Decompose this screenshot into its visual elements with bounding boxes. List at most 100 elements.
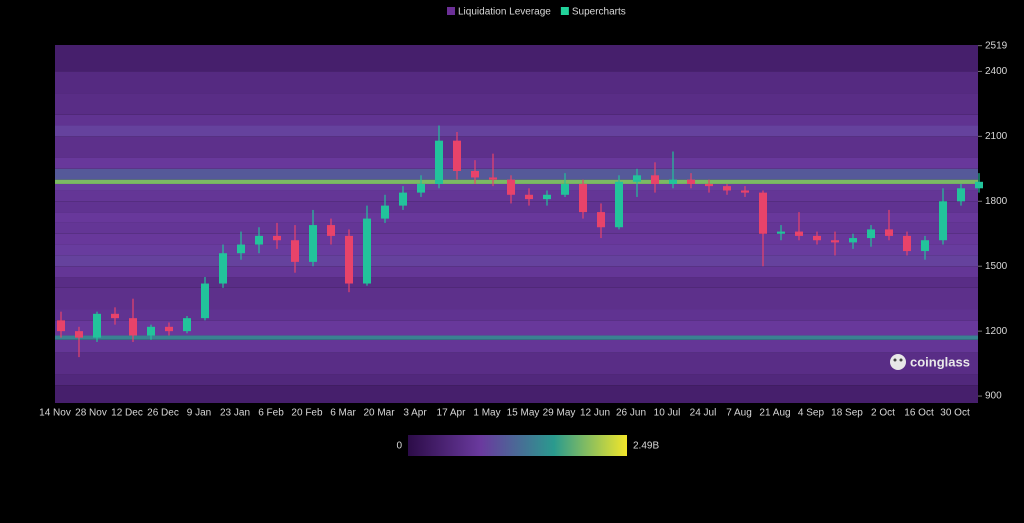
x-tick-label: 18 Sep [831, 408, 863, 419]
x-tick-label: 10 Jul [654, 408, 681, 419]
heat-band [55, 309, 978, 321]
colorbar [408, 435, 627, 456]
y-tick-label: 1500 [985, 261, 1008, 272]
heat-band [55, 157, 978, 169]
candle-body [723, 186, 731, 191]
heat-band [55, 287, 978, 310]
x-tick-label: 20 Mar [363, 408, 395, 419]
candle-body [255, 235, 263, 245]
candle-body [507, 179, 515, 195]
x-tick-label: 16 Oct [904, 408, 934, 419]
candle-body [273, 235, 281, 241]
candle-body [147, 326, 155, 336]
y-tick-label: 2100 [985, 131, 1008, 142]
x-tick-label: 4 Sep [798, 408, 825, 419]
heat-band [55, 168, 978, 180]
x-tick-label: 3 Apr [403, 408, 427, 419]
heat-band [55, 385, 978, 403]
candle-body [543, 194, 551, 200]
heat-band [55, 125, 978, 137]
candle-body [741, 190, 749, 193]
candle-body [903, 235, 911, 252]
y-tick-label: 900 [985, 391, 1002, 402]
x-tick-label: 12 Jun [580, 408, 610, 419]
x-tick-label: 15 May [507, 408, 540, 419]
candle-body [669, 179, 677, 184]
candle-body [453, 140, 461, 171]
x-tick-label: 21 Aug [759, 408, 790, 419]
candle-body [381, 205, 389, 219]
x-tick-label: 1 May [473, 408, 500, 419]
watermark: coinglass [910, 354, 970, 369]
candle-body [939, 201, 947, 241]
candle-body [975, 181, 983, 189]
x-tick-label: 14 Nov [39, 408, 71, 419]
candles [57, 125, 983, 358]
legend-label[interactable]: Liquidation Leverage [458, 7, 551, 18]
candle-body [399, 192, 407, 206]
x-tick-label: 29 May [543, 408, 576, 419]
candle-body [201, 283, 209, 319]
heat-band [55, 45, 978, 72]
candle-body [57, 320, 65, 332]
candle-body [867, 229, 875, 239]
heat-band [55, 183, 978, 191]
candle-body [525, 194, 533, 200]
watermark-logo [890, 354, 906, 370]
heat-band [55, 320, 978, 336]
candle-body [813, 235, 821, 241]
legend-swatch[interactable] [560, 7, 569, 15]
heat-band [55, 114, 978, 126]
x-tick-label: 23 Jan [220, 408, 250, 419]
candle-body [777, 231, 785, 234]
x-tick-label: 6 Mar [330, 408, 356, 419]
candle-body [633, 175, 641, 182]
heat-band [55, 255, 978, 267]
candle-body [291, 240, 299, 262]
colorbar-tick-label: 0 [396, 441, 402, 452]
x-tick-label: 26 Dec [147, 408, 179, 419]
heat-band [55, 233, 978, 245]
legend-swatch[interactable] [447, 7, 455, 15]
candle-body [93, 313, 101, 338]
x-tick-label: 20 Feb [291, 408, 323, 419]
heat-band [55, 201, 978, 213]
x-tick-label: 7 Aug [726, 408, 752, 419]
candle-body [705, 183, 713, 187]
heat-band [55, 71, 978, 94]
heatmap [55, 45, 978, 403]
candle-body [165, 326, 173, 332]
candle-body [417, 183, 425, 193]
candle-body [561, 183, 569, 195]
heat-band [55, 277, 978, 288]
heat-band [55, 222, 978, 234]
candle-body [489, 177, 497, 180]
heat-band [55, 190, 978, 202]
x-tick-label: 9 Jan [187, 408, 211, 419]
candle-body [957, 188, 965, 202]
candle-body [849, 238, 857, 243]
y-tick-label: 2400 [985, 66, 1008, 77]
candle-body [759, 192, 767, 234]
colorbar-tick-label: 2.49B [633, 441, 659, 452]
candle-body [309, 225, 317, 262]
x-tick-label: 2 Oct [871, 408, 895, 419]
heat-band [55, 136, 978, 158]
heat-band [55, 93, 978, 115]
candle-body [885, 229, 893, 236]
heat-band [55, 244, 978, 256]
candle-body [471, 170, 479, 178]
candle-body [615, 181, 623, 228]
x-tick-label: 30 Oct [940, 408, 970, 419]
heat-band [55, 179, 978, 184]
y-tick-label: 1200 [985, 326, 1008, 337]
x-tick-label: 28 Nov [75, 408, 107, 419]
candle-body [435, 140, 443, 184]
candle-body [183, 318, 191, 332]
candle-body [363, 218, 371, 284]
y-tick-label: 1800 [985, 196, 1008, 207]
legend-label[interactable]: Supercharts [572, 7, 626, 18]
candle-body [651, 175, 659, 184]
heat-band [55, 212, 978, 223]
